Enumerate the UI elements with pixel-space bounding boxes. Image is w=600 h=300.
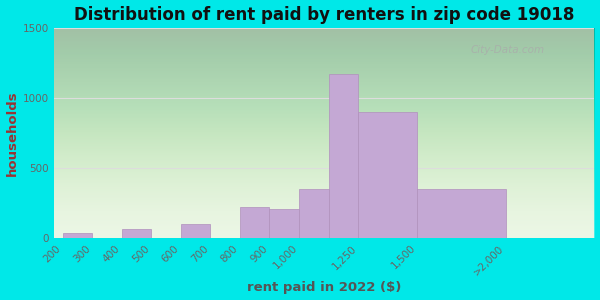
X-axis label: rent paid in 2022 ($): rent paid in 2022 ($) bbox=[247, 281, 401, 294]
Text: City-Data.com: City-Data.com bbox=[470, 45, 544, 55]
Bar bbox=[329, 74, 358, 238]
Y-axis label: households: households bbox=[5, 90, 19, 176]
Bar bbox=[62, 233, 92, 238]
Bar bbox=[240, 207, 269, 238]
Bar bbox=[181, 224, 211, 238]
Title: Distribution of rent paid by renters in zip code 19018: Distribution of rent paid by renters in … bbox=[74, 6, 574, 24]
Bar bbox=[358, 112, 417, 238]
Bar bbox=[299, 189, 329, 238]
Bar bbox=[269, 209, 299, 238]
Bar bbox=[122, 229, 151, 238]
Bar bbox=[417, 189, 506, 238]
